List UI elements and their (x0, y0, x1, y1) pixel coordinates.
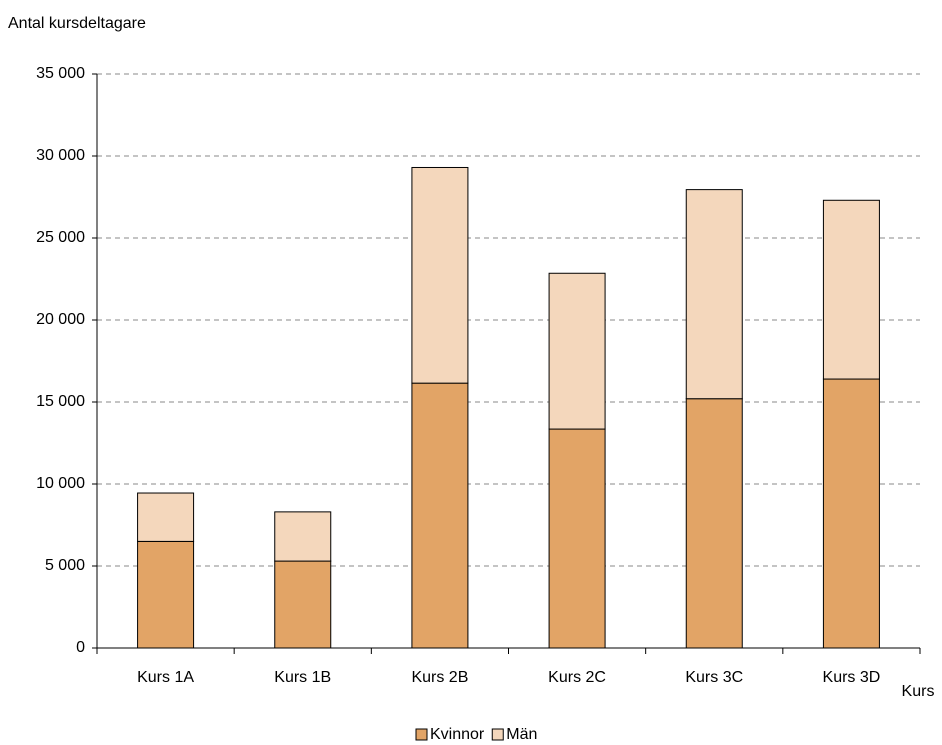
legend-label: Kvinnor (430, 726, 485, 743)
x-tick-label: Kurs 2C (548, 669, 606, 686)
legend-swatch (415, 728, 428, 741)
bar-segment (137, 540, 195, 649)
bar-segment (685, 398, 743, 649)
bar-segment (411, 382, 469, 649)
bar-segment (411, 166, 469, 384)
x-axis-title: Kurs (902, 683, 935, 700)
y-axis-title: Antal kursdeltagare (8, 15, 146, 32)
y-tick-label: 0 (76, 639, 85, 656)
y-tick-label: 25 000 (36, 229, 85, 246)
y-tick-label: 35 000 (36, 65, 85, 82)
y-tick-label: 5 000 (45, 557, 85, 574)
legend-swatch (491, 728, 504, 741)
bar-segment (685, 189, 743, 400)
y-tick-label: 20 000 (36, 311, 85, 328)
bar-segment (822, 199, 880, 380)
y-tick-label: 10 000 (36, 475, 85, 492)
bar-segment (548, 272, 606, 430)
bar-segment (548, 428, 606, 649)
x-tick-label: Kurs 3C (685, 669, 743, 686)
y-tick-label: 15 000 (36, 393, 85, 410)
bar-segment (137, 492, 195, 542)
bar-segment (274, 560, 332, 649)
bar-segment (274, 511, 332, 562)
x-tick-label: Kurs 3D (823, 669, 881, 686)
x-tick-label: Kurs 2B (411, 669, 468, 686)
y-tick-label: 30 000 (36, 147, 85, 164)
bar-segment (822, 378, 880, 649)
x-tick-label: Kurs 1A (137, 669, 194, 686)
legend-label: Män (506, 726, 537, 743)
x-tick-label: Kurs 1B (274, 669, 331, 686)
